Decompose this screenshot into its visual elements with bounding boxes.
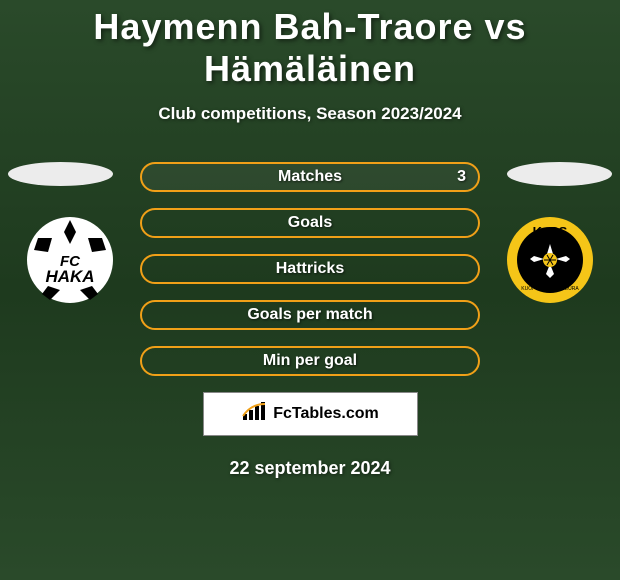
fctables-attribution[interactable]: FcTables.com xyxy=(203,392,418,436)
stat-label: Goals per match xyxy=(247,306,372,324)
stat-row-matches: Matches 3 xyxy=(140,162,480,192)
stat-label: Min per goal xyxy=(263,352,357,370)
comparison-panel: FC HAKA KuPS KUOPION PALLOSEURA xyxy=(0,162,620,479)
page-subtitle: Club competitions, Season 2023/2024 xyxy=(0,104,620,124)
comparison-date: 22 september 2024 xyxy=(0,458,620,479)
svg-text:KUOPION PALLOSEURA: KUOPION PALLOSEURA xyxy=(521,286,579,292)
fctables-text: FcTables.com xyxy=(273,405,379,423)
chart-icon xyxy=(241,402,269,427)
stat-label: Goals xyxy=(288,214,332,232)
page-title: Haymenn Bah-Traore vs Hämäläinen xyxy=(0,0,620,90)
stats-list: Matches 3 Goals Hattricks Goals per matc… xyxy=(140,162,480,376)
stat-label: Hattricks xyxy=(276,260,344,278)
stat-row-min-per-goal: Min per goal xyxy=(140,346,480,376)
club-badge-left: FC HAKA xyxy=(20,216,120,304)
club-badge-right: KuPS KUOPION PALLOSEURA xyxy=(500,216,600,304)
player-photo-left xyxy=(8,162,113,186)
stat-row-goals: Goals xyxy=(140,208,480,238)
stat-value-right: 3 xyxy=(457,168,466,186)
stat-row-hattricks: Hattricks xyxy=(140,254,480,284)
svg-text:HAKA: HAKA xyxy=(45,267,94,286)
player-photo-right xyxy=(507,162,612,186)
svg-text:KuPS: KuPS xyxy=(533,224,568,239)
stat-row-goals-per-match: Goals per match xyxy=(140,300,480,330)
stat-label: Matches xyxy=(278,168,342,186)
